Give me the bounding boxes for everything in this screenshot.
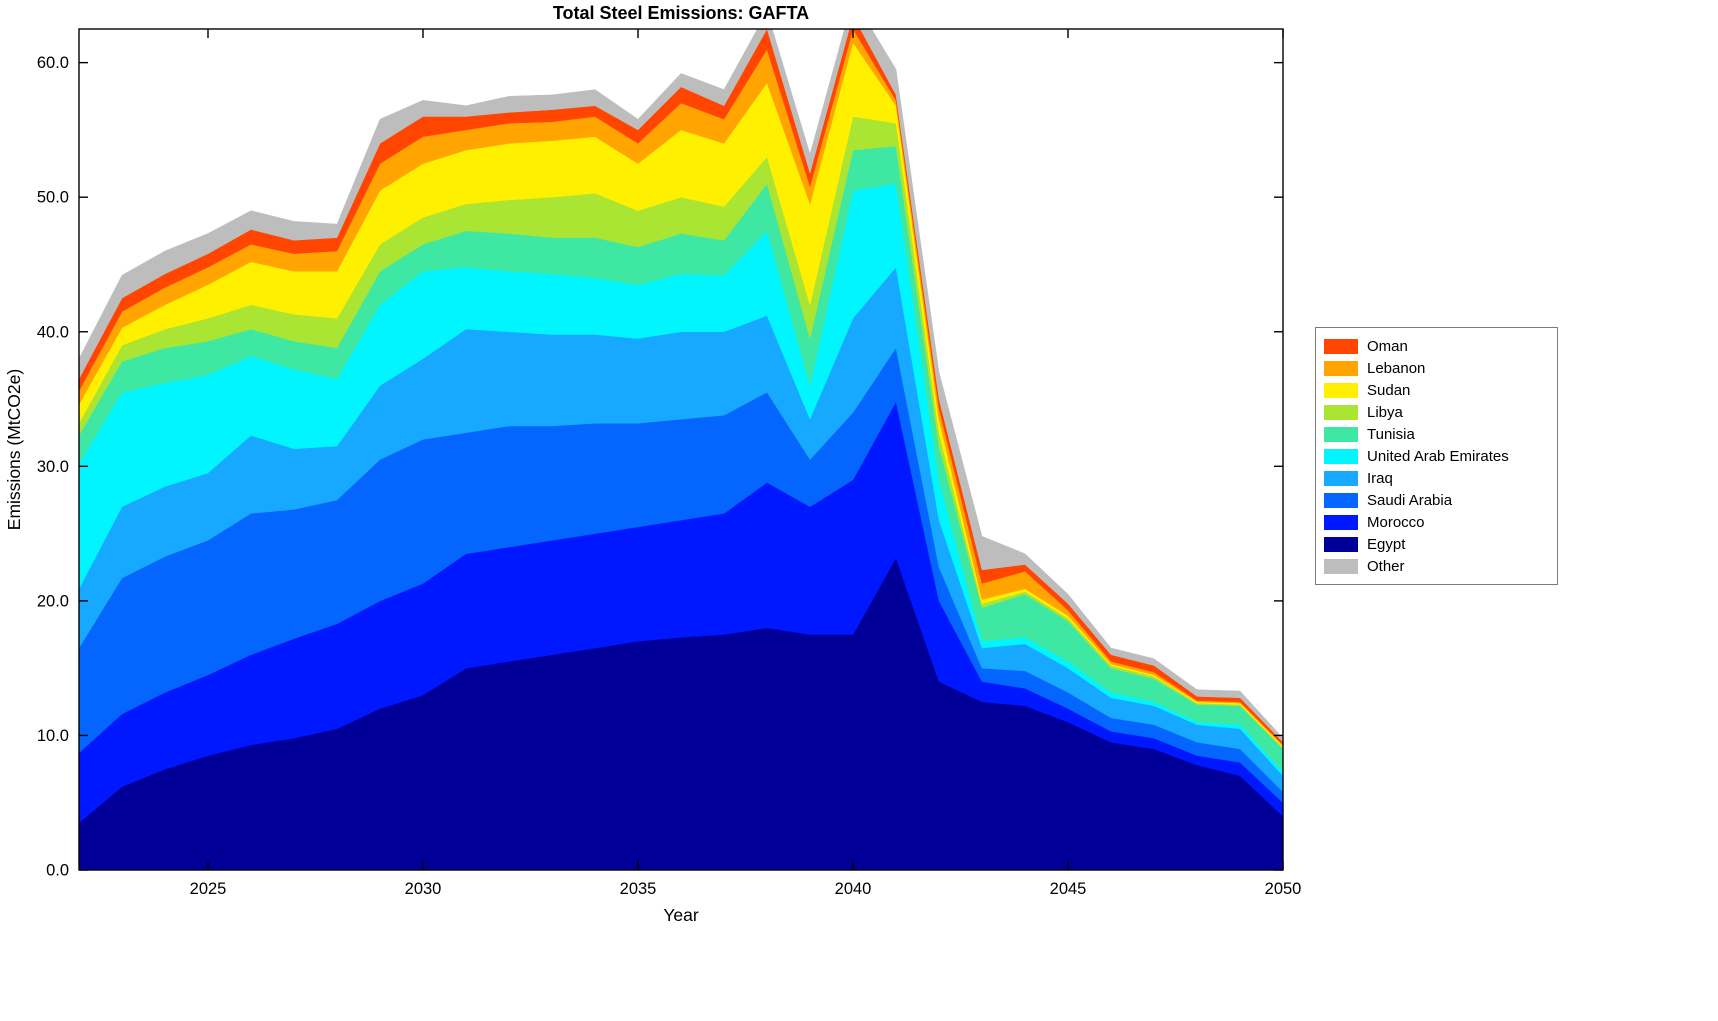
- legend-item-oman: Oman: [1324, 335, 1549, 357]
- axes-box: [78, 28, 1284, 871]
- x-axis-label: Year: [663, 905, 699, 925]
- legend-item-egypt: Egypt: [1324, 533, 1549, 555]
- legend-item-morocco: Morocco: [1324, 511, 1549, 533]
- x-tick-label: 2025: [190, 880, 227, 898]
- legend-label: Egypt: [1367, 535, 1406, 553]
- legend-swatch-other: [1324, 558, 1358, 574]
- legend-label: United Arab Emirates: [1367, 447, 1509, 465]
- area-other: [79, 29, 1283, 743]
- legend-swatch-oman: [1324, 338, 1358, 354]
- area-series-group: [79, 29, 1283, 870]
- legend-item-other: Other: [1324, 555, 1549, 577]
- legend-item-sudan: Sudan: [1324, 379, 1549, 401]
- legend-label: Oman: [1367, 337, 1408, 355]
- chart-title: Total Steel Emissions: GAFTA: [553, 3, 809, 23]
- legend-swatch-morocco: [1324, 514, 1358, 530]
- legend-label: Saudi Arabia: [1367, 491, 1453, 509]
- x-tick-label: 2035: [620, 880, 657, 898]
- legend-label: Tunisia: [1367, 425, 1415, 443]
- legend-label: Libya: [1367, 403, 1403, 421]
- legend-label: Other: [1367, 557, 1405, 575]
- y-tick-label: 50.0: [37, 189, 69, 207]
- y-tick-label: 60.0: [37, 54, 69, 72]
- legend-label: Morocco: [1367, 513, 1425, 531]
- legend-label: Sudan: [1367, 381, 1411, 399]
- legend-item-iraq: Iraq: [1324, 467, 1549, 489]
- legend-swatch-libya: [1324, 404, 1358, 420]
- legend-swatch-tunisia: [1324, 426, 1358, 442]
- legend: Oman Lebanon Sudan Libya Tunisia United Arab …: [1315, 327, 1558, 585]
- legend-swatch-egypt: [1324, 536, 1358, 552]
- x-tick-label: 2030: [405, 880, 442, 898]
- legend-item-lebanon: Lebanon: [1324, 357, 1549, 379]
- y-tick-label: 10.0: [37, 727, 69, 745]
- y-tick-label: 40.0: [37, 323, 69, 341]
- x-tick-label: 2045: [1050, 880, 1087, 898]
- y-tick-label: 0.0: [46, 862, 69, 880]
- y-tick-label: 30.0: [37, 458, 69, 476]
- legend-swatch-sudan: [1324, 382, 1358, 398]
- legend-item-tunisia: Tunisia: [1324, 423, 1549, 445]
- legend-label: Iraq: [1367, 469, 1393, 487]
- legend-item-libya: Libya: [1324, 401, 1549, 423]
- legend-swatch-united-arab-emirates: [1324, 448, 1358, 464]
- legend-item-saudi-arabia: Saudi Arabia: [1324, 489, 1549, 511]
- legend-swatch-iraq: [1324, 470, 1358, 486]
- x-tick-label: 2050: [1265, 880, 1302, 898]
- legend-item-united-arab-emirates: United Arab Emirates: [1324, 445, 1549, 467]
- legend-swatch-lebanon: [1324, 360, 1358, 376]
- x-tick-label: 2040: [835, 880, 872, 898]
- y-tick-label: 20.0: [37, 592, 69, 610]
- legend-label: Lebanon: [1367, 359, 1426, 377]
- y-axis-label: Emissions (MtCO2e): [4, 369, 24, 530]
- legend-swatch-saudi-arabia: [1324, 492, 1358, 508]
